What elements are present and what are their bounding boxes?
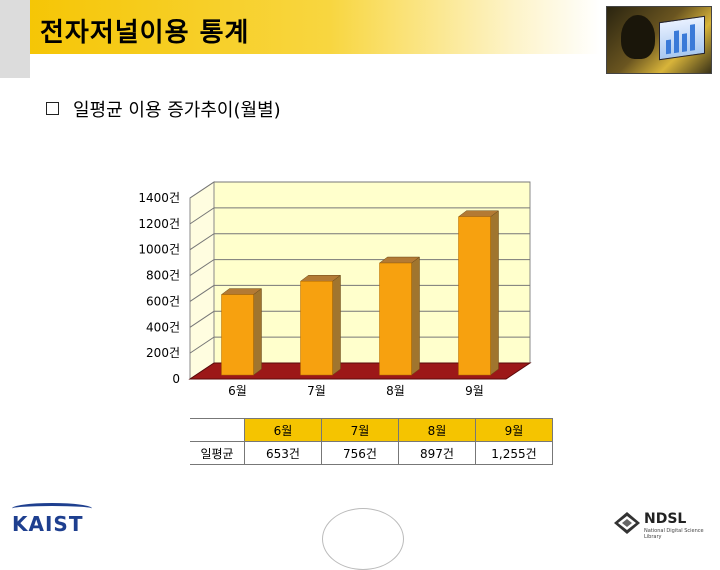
x-tick-label: 9월 bbox=[465, 384, 484, 398]
photo-person-silhouette bbox=[621, 15, 655, 59]
x-tick-label: 7월 bbox=[307, 384, 326, 398]
table-row-label: 일평균 bbox=[190, 441, 245, 465]
y-tick-label: 400건 bbox=[146, 320, 180, 334]
table-cell: 897건 bbox=[398, 441, 476, 465]
gridline bbox=[189, 336, 530, 354]
kaist-swoosh-icon bbox=[12, 503, 92, 514]
checkbox-bullet-icon bbox=[46, 102, 59, 115]
y-tick-label: 1200건 bbox=[138, 217, 180, 231]
x-tick-label: 8월 bbox=[386, 384, 405, 398]
table-row: 일평균 653건 756건 897건 1,255건 bbox=[190, 441, 553, 465]
table-header-cell: 9월 bbox=[475, 418, 553, 442]
title-band bbox=[0, 0, 600, 78]
data-table: 6월 7월 8월 9월 일평균 653건 756건 897건 1,255건 bbox=[190, 418, 553, 465]
chart-subtitle-text: 일평균 이용 증가추이(월별) bbox=[73, 100, 281, 121]
table-header-cell: 8월 bbox=[398, 418, 476, 442]
table-header-cell: 7월 bbox=[321, 418, 399, 442]
bar bbox=[221, 294, 254, 376]
bar bbox=[379, 262, 412, 376]
gridline bbox=[189, 259, 530, 276]
y-tick-label: 800건 bbox=[146, 269, 180, 283]
title-left-strip bbox=[0, 0, 30, 78]
decorative-arc bbox=[322, 508, 404, 570]
table-header-row: 6월 7월 8월 9월 bbox=[190, 418, 553, 442]
chart-side-wall bbox=[189, 181, 215, 380]
kaist-logo: KAIST bbox=[12, 512, 84, 536]
ndsl-logo: NDSL bbox=[644, 511, 687, 527]
gridline bbox=[189, 310, 530, 328]
gridline bbox=[189, 284, 530, 302]
ndsl-mark-icon bbox=[614, 512, 640, 534]
bar-chart: 0 200건 400건 600건 800건 1000건 1200건 1400건 6월 7월 8월 9월 bbox=[138, 181, 532, 398]
y-tick-label: 200건 bbox=[146, 346, 180, 360]
y-tick-label: 0 bbox=[172, 372, 180, 386]
table-cell: 653건 bbox=[244, 441, 322, 465]
gridline bbox=[189, 181, 530, 199]
bar-side bbox=[411, 256, 420, 376]
table-corner-cell bbox=[190, 418, 245, 442]
bar bbox=[458, 216, 491, 376]
ndsl-logo-subtitle: National Digital Science Library bbox=[644, 528, 704, 540]
table-cell: 756건 bbox=[321, 441, 399, 465]
x-tick-label: 6월 bbox=[228, 384, 247, 398]
bar bbox=[300, 281, 333, 376]
bar-side bbox=[332, 274, 341, 376]
slide-title: 전자저널이용 통계 bbox=[40, 18, 250, 48]
chart-subtitle: 일평균 이용 증가추이(월별) bbox=[46, 96, 281, 122]
photo-image bbox=[606, 6, 712, 74]
gridline bbox=[189, 233, 530, 251]
chart-floor bbox=[188, 362, 532, 380]
bar-side bbox=[490, 210, 499, 376]
table-header-cell: 6월 bbox=[244, 418, 322, 442]
bar-side bbox=[253, 288, 262, 376]
y-tick-label: 1400건 bbox=[138, 191, 180, 205]
gridline bbox=[189, 207, 530, 225]
y-tick-label: 1000건 bbox=[138, 243, 180, 257]
y-tick-label: 600건 bbox=[146, 294, 180, 308]
table-cell: 1,255건 bbox=[475, 441, 553, 465]
